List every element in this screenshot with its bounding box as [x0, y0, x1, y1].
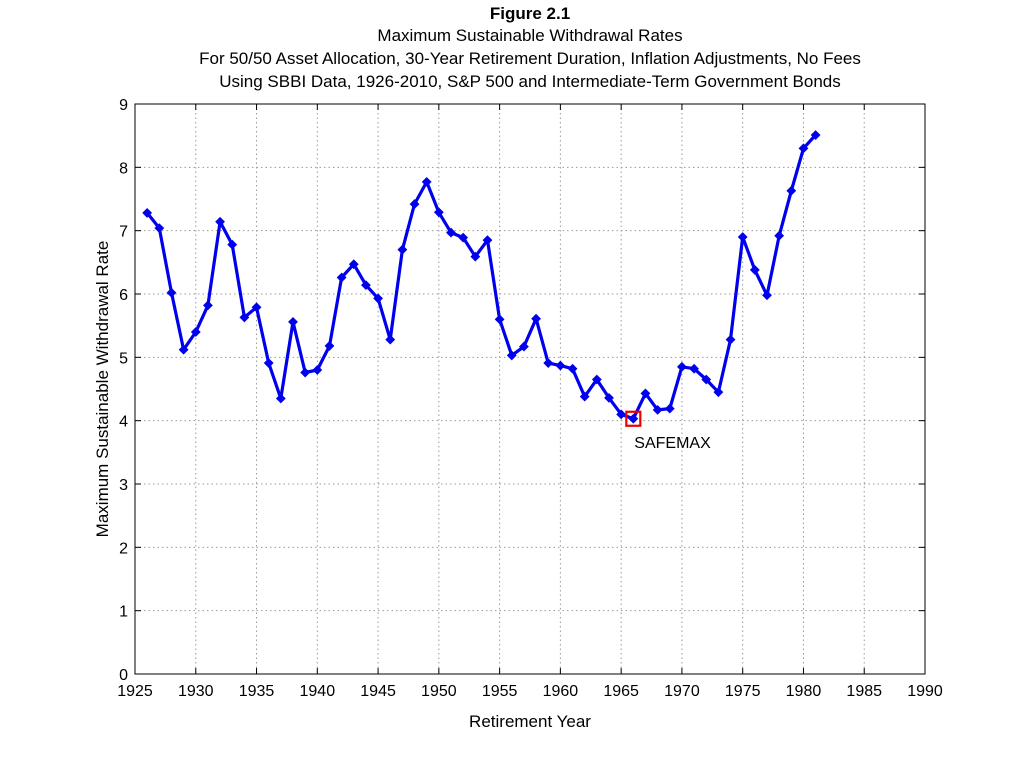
- data-point-marker: [263, 358, 274, 368]
- data-point-marker: [482, 235, 493, 246]
- chart-title: Figure 2.1: [490, 4, 570, 23]
- data-point-marker: [275, 393, 286, 404]
- data-point-marker: [166, 287, 177, 298]
- data-point-marker: [640, 388, 651, 399]
- data-point-marker: [628, 413, 639, 424]
- y-tick-label: 3: [119, 477, 128, 494]
- x-tick-label: 1990: [907, 683, 943, 700]
- x-axis-label: Retirement Year: [469, 712, 591, 731]
- data-point-marker: [397, 244, 408, 255]
- y-tick-label: 1: [119, 604, 128, 621]
- data-point-marker: [689, 363, 699, 374]
- data-point-marker: [494, 314, 505, 325]
- x-tick-label: 1960: [543, 683, 579, 700]
- safemax-marker-box: [625, 410, 642, 427]
- grid-lines: [135, 104, 925, 674]
- data-point-marker: [725, 334, 736, 345]
- data-point-marker: [506, 350, 517, 361]
- data-point-marker: [591, 374, 602, 385]
- data-point-marker: [798, 143, 809, 154]
- y-tick-label: 6: [119, 287, 128, 304]
- data-point-marker: [713, 387, 724, 398]
- x-tick-label: 1955: [482, 683, 518, 700]
- data-point-marker: [762, 290, 772, 301]
- data-point-marker: [154, 223, 165, 234]
- data-point-marker: [433, 207, 444, 218]
- data-point-marker: [810, 130, 821, 140]
- y-tick-label: 4: [119, 414, 128, 431]
- data-point-marker: [288, 316, 298, 327]
- x-tick-label: 1970: [664, 683, 700, 700]
- data-point-marker: [178, 344, 189, 355]
- data-point-marker: [348, 259, 359, 270]
- data-point-marker: [531, 313, 541, 324]
- data-point-marker: [142, 208, 153, 218]
- chart-subtitle-line-2: For 50/50 Asset Allocation, 30-Year Reti…: [199, 49, 861, 68]
- x-tick-label: 1925: [117, 683, 153, 700]
- data-point-marker: [604, 392, 614, 403]
- data-point-marker: [567, 363, 578, 374]
- data-point-marker: [251, 302, 262, 313]
- data-point-marker: [312, 365, 323, 375]
- x-tick-label: 1980: [786, 683, 822, 700]
- safemax-label: SAFEMAX: [634, 435, 711, 452]
- data-point-marker: [300, 367, 311, 378]
- data-point-marker: [446, 227, 456, 238]
- data-point-marker: [190, 327, 201, 337]
- data-point-marker: [215, 216, 225, 227]
- y-tick-label: 9: [119, 97, 128, 114]
- data-point-marker: [373, 293, 383, 304]
- y-tick-label: 8: [119, 160, 128, 177]
- series-markers: [142, 130, 821, 424]
- y-axis-label: Maximum Sustainable Withdrawal Rate: [93, 241, 112, 538]
- x-tick-label: 1950: [421, 683, 457, 700]
- data-point-marker: [385, 334, 396, 345]
- data-point-marker: [701, 374, 712, 385]
- y-tick-label: 5: [119, 350, 128, 367]
- x-tick-label: 1935: [239, 683, 275, 700]
- data-point-marker: [664, 403, 675, 414]
- data-point-marker: [361, 280, 371, 291]
- chart-subtitle-line-1: Maximum Sustainable Withdrawal Rates: [377, 26, 682, 45]
- data-point-marker: [543, 358, 554, 368]
- y-tick-label: 2: [119, 540, 128, 557]
- y-tick-label: 7: [119, 224, 128, 241]
- data-point-marker: [470, 251, 481, 262]
- data-point-marker: [749, 265, 760, 275]
- series-line: [145, 133, 818, 421]
- y-tick-labels: 0 1 2 3 4 5 6 7 8 9: [119, 97, 128, 684]
- data-point-marker: [421, 176, 432, 187]
- data-point-marker: [239, 312, 250, 323]
- data-point-marker: [579, 391, 590, 402]
- chart-subtitle-line-3: Using SBBI Data, 1926-2010, S&P 500 and …: [219, 72, 840, 91]
- data-point-marker: [324, 341, 335, 351]
- x-tick-label: 1975: [725, 683, 761, 700]
- data-point-marker: [336, 272, 347, 283]
- x-tick-label: 1930: [178, 683, 214, 700]
- x-tick-labels: 1925 1930 1935 1940 1945 1950 1955 1960 1965 1970…: [117, 683, 943, 700]
- data-point-marker: [737, 232, 748, 242]
- x-tick-label: 1965: [603, 683, 639, 700]
- data-point-marker: [652, 404, 663, 415]
- data-point-marker: [203, 300, 213, 311]
- x-tick-label: 1945: [360, 683, 396, 700]
- data-point-marker: [677, 361, 687, 372]
- data-point-marker: [616, 409, 627, 420]
- data-point-marker: [774, 230, 785, 241]
- y-tick-label: 0: [119, 667, 128, 684]
- data-point-marker: [786, 185, 797, 196]
- x-tick-label: 1985: [846, 683, 882, 700]
- data-point-marker: [458, 232, 469, 243]
- data-point-marker: [555, 360, 566, 371]
- data-point-marker: [409, 199, 420, 209]
- data-point-marker: [519, 341, 529, 352]
- plot-area-frame: [134, 103, 926, 675]
- axis-ticks: [134, 103, 926, 675]
- data-point-marker: [227, 239, 238, 250]
- x-tick-label: 1940: [300, 683, 336, 700]
